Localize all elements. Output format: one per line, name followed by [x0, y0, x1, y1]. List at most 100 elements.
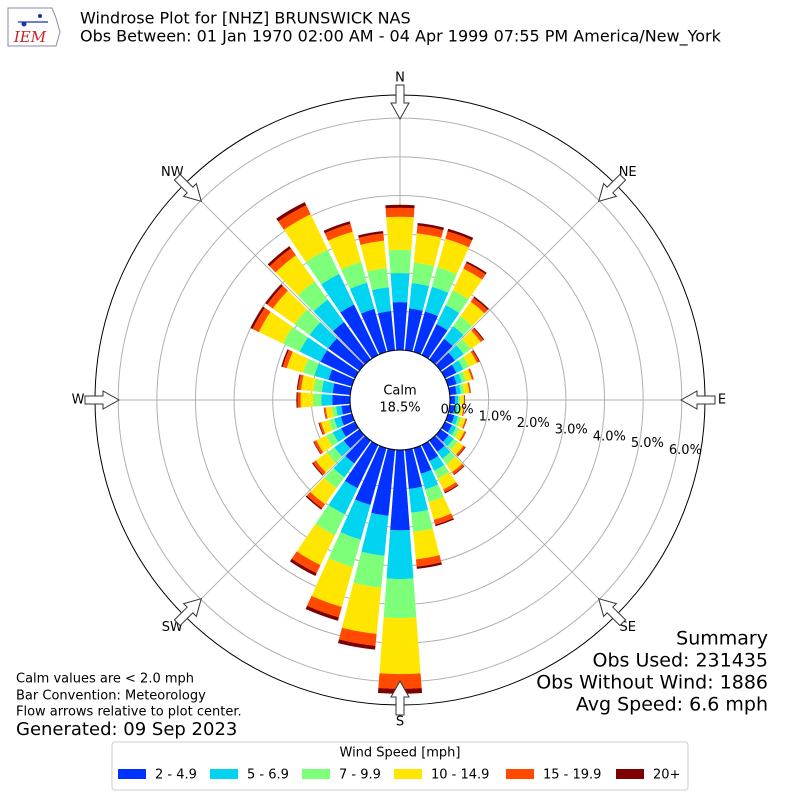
bar-segment: [448, 404, 455, 414]
bar-segment: [404, 448, 423, 489]
bar-segment: [367, 267, 389, 291]
bar-segment: [458, 406, 464, 416]
bar-segment: [460, 431, 467, 442]
bar-segment: [442, 435, 454, 447]
bar-segment: [425, 484, 444, 503]
bar-segment: [456, 405, 461, 415]
legend-label: 10 - 14.9: [431, 768, 489, 783]
bar-segment: [319, 422, 326, 435]
flow-arrow: [173, 597, 203, 627]
bar-segment: [312, 460, 326, 475]
bar-segment: [417, 222, 444, 231]
flow-arrow: [597, 597, 627, 627]
bar-segment: [343, 429, 365, 449]
bar-segment: [436, 305, 460, 331]
compass-label: N: [395, 71, 405, 86]
bar-segment: [463, 263, 486, 280]
flow-arrow: [597, 173, 627, 203]
flow-arrow-shape: [597, 597, 627, 627]
bar-segment: [332, 394, 351, 406]
bar-segment: [305, 249, 340, 285]
legend-swatch: [118, 769, 146, 779]
bar-segment: [323, 407, 327, 419]
bar-segment: [297, 374, 304, 391]
note: Bar Convention: Meteorology: [16, 689, 206, 704]
bar-segment: [433, 513, 454, 525]
bar-segment: [340, 413, 355, 426]
logo: IEM: [7, 7, 61, 47]
bar-segment: [294, 309, 321, 335]
bar-segment: [291, 551, 321, 574]
bar-segment: [416, 225, 444, 238]
bar-segment: [390, 273, 410, 303]
bar-segment: [340, 261, 368, 289]
bar-segment: [358, 233, 385, 245]
bar-segment: [377, 311, 396, 352]
bar-segment: [379, 617, 421, 675]
bar-segment: [420, 469, 439, 490]
bar-segment: [449, 395, 456, 405]
bar-segment: [250, 306, 265, 330]
bar-segment: [276, 202, 307, 222]
bar-segment: [424, 286, 449, 317]
bar-segment: [456, 339, 471, 355]
bar-segment: [371, 448, 396, 516]
bar-segment: [421, 323, 448, 359]
chart-title: Windrose Plot for [NHZ] BRUNSWICK NAS: [80, 9, 411, 28]
bar-segment: [341, 582, 382, 634]
bar-segment: [445, 231, 473, 248]
bar-segment: [355, 445, 387, 506]
bar-segment: [340, 499, 371, 540]
bar-segment: [468, 382, 471, 393]
bar-segment: [299, 337, 328, 362]
bar-segment: [321, 380, 335, 394]
bar-segment: [312, 462, 324, 476]
bar-segment: [310, 477, 337, 505]
bar-segment: [448, 345, 464, 361]
bar-segment: [411, 262, 435, 287]
bar-segment: [358, 231, 384, 238]
bar-segment: [383, 578, 417, 619]
legend-swatch: [210, 769, 238, 779]
bar-segment: [338, 627, 377, 646]
bar-segment: [461, 406, 465, 416]
bar-segment: [462, 418, 467, 429]
bar-segment: [297, 392, 301, 408]
bar-segment: [463, 418, 468, 429]
bar-segment: [333, 455, 355, 478]
legend-swatch: [616, 769, 644, 779]
bar-segment: [269, 248, 296, 273]
bar-segment: [434, 464, 450, 479]
bar-segment: [451, 427, 460, 438]
bar-segment: [451, 415, 459, 425]
bar-segment: [443, 482, 458, 493]
bar-segment: [309, 322, 337, 349]
bar-segment: [469, 368, 474, 380]
compass-label: NE: [619, 165, 637, 180]
bar-segment: [409, 282, 430, 311]
bar-segment: [328, 480, 358, 515]
bar-segment: [321, 273, 355, 313]
bar-segment: [460, 395, 464, 405]
bar-segment: [303, 358, 319, 376]
compass-label: E: [718, 393, 726, 408]
bar-segment: [289, 558, 317, 576]
bar-segment: [326, 432, 339, 447]
summary-line: Obs Without Wind: 1886: [536, 672, 768, 694]
bar-segment: [416, 562, 442, 569]
flow-arrow-shape: [679, 390, 716, 410]
spoke-line: [435, 435, 617, 617]
bar-segment: [435, 518, 454, 527]
bar-segment: [462, 330, 481, 350]
bar-segment: [447, 425, 457, 436]
bar-segment: [413, 445, 432, 474]
bar-segment: [282, 326, 308, 352]
flow-arrow: [84, 390, 121, 410]
bar-segment: [328, 418, 338, 431]
bar-segment: [444, 484, 459, 494]
bar-segment: [458, 371, 466, 383]
bar-segment: [371, 287, 392, 314]
bar-segment: [468, 368, 474, 380]
bar-segment: [313, 441, 322, 455]
